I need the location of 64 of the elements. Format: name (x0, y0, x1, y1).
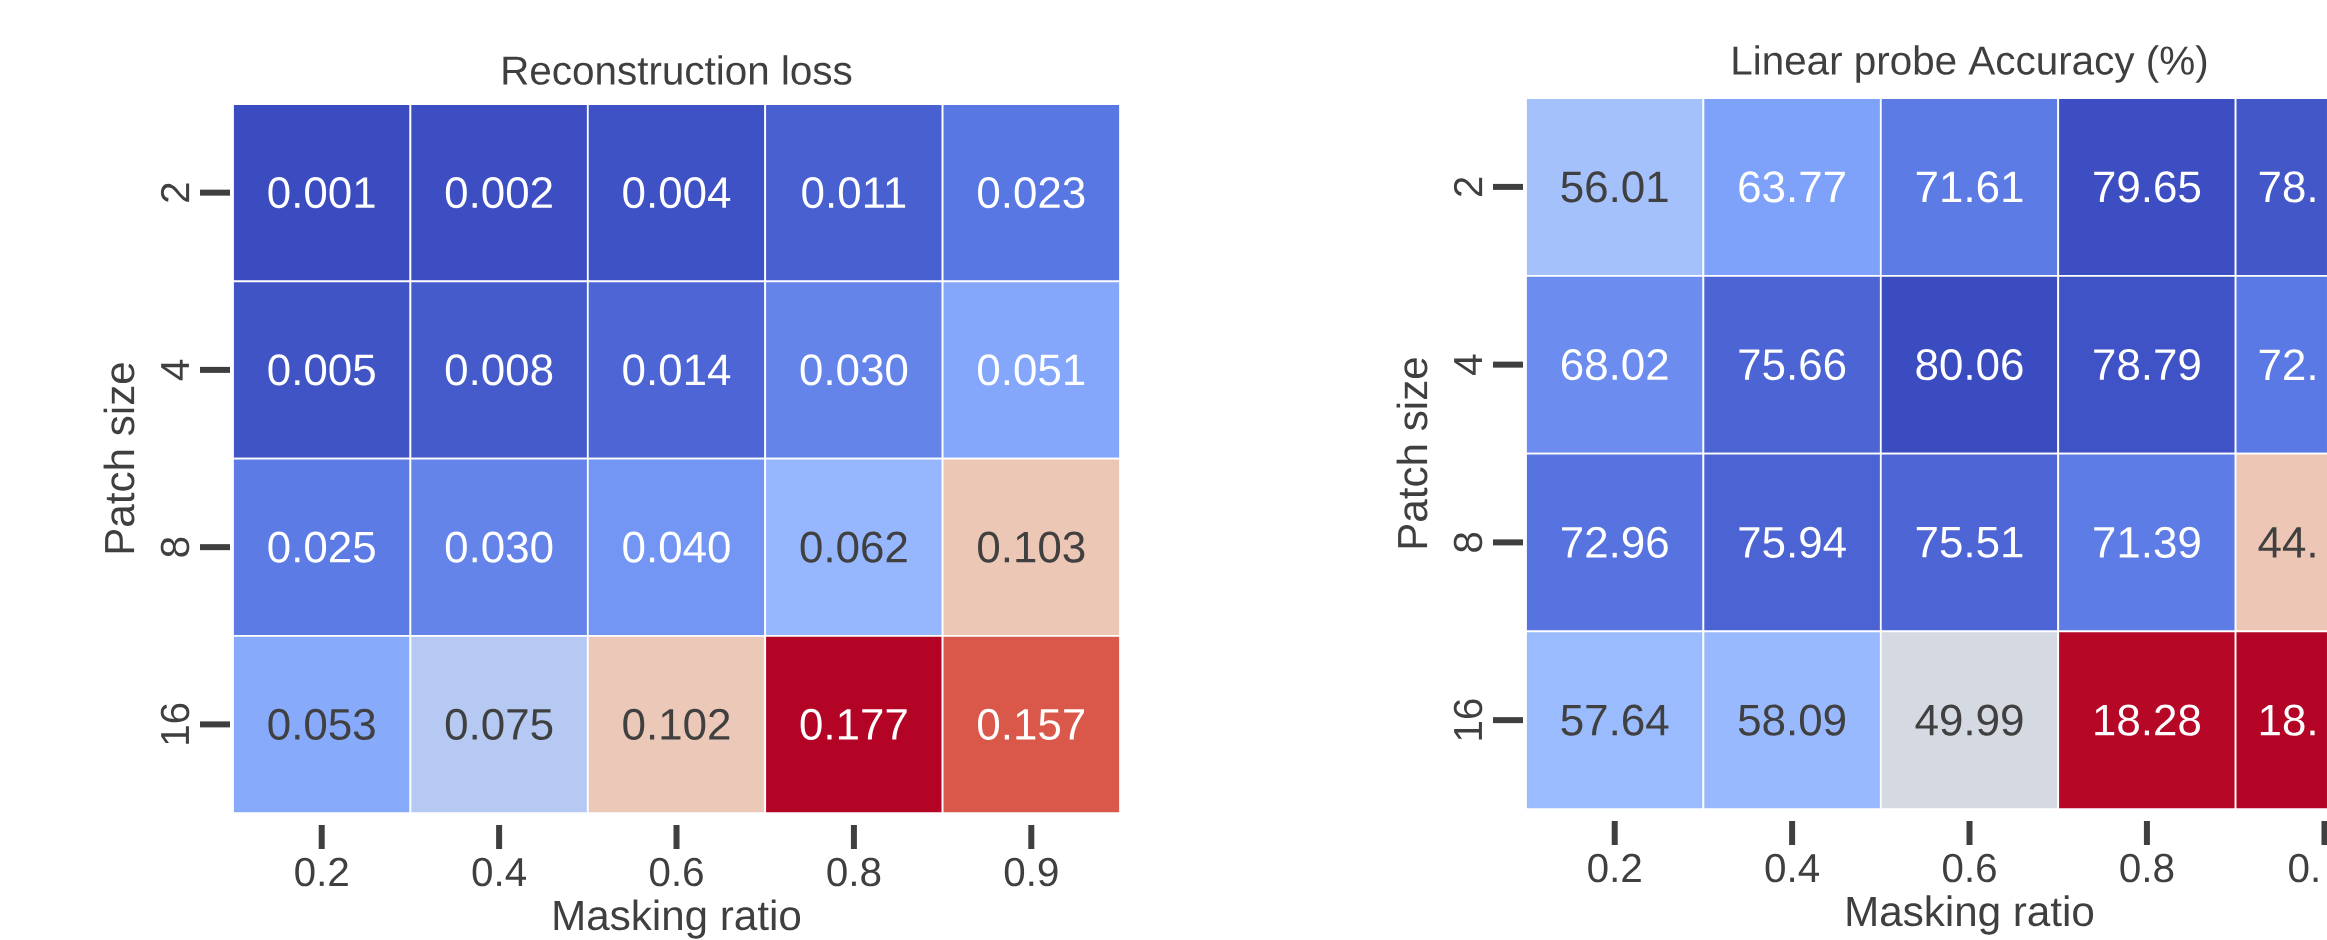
data-label: 63.77 (1739, 171, 1845, 203)
data-label: 0.030 (800, 354, 908, 386)
x-tick-label: 0.8 (827, 857, 881, 887)
data-label: 72.96 (1562, 526, 1668, 558)
chart-title: Reconstruction loss (503, 55, 852, 85)
y-tick-label: 2 (1453, 177, 1483, 197)
data-label: 75.94 (1739, 526, 1846, 558)
y-tick-label: 16 (160, 703, 190, 744)
data-label: 0.004 (623, 177, 731, 209)
y-tick-label: 4 (161, 359, 189, 381)
data-label: 56.01 (1561, 171, 1668, 203)
x-axis-title: Masking ratio (1847, 895, 2094, 935)
data-label: 57.64 (1561, 704, 1669, 736)
data-label: 0.025 (268, 531, 375, 563)
data-label: 0.075 (445, 708, 553, 740)
y-tick-label: 8 (1453, 532, 1483, 552)
y-tick-label: 8 (160, 537, 190, 557)
x-tick-label: 0.6 (1943, 853, 1996, 883)
x-axis-title: Masking ratio (554, 899, 801, 939)
data-label: 0.001 (268, 177, 375, 209)
data-label: 0.177 (800, 708, 907, 740)
x-tick-label: 0.6 (650, 857, 703, 887)
x-tick-label: 0.2 (1588, 853, 1641, 883)
y-tick-label: 4 (1454, 354, 1482, 375)
chart-title: Linear probe Accuracy (%) (1733, 45, 2207, 83)
data-label: 78.79 (2094, 349, 2200, 381)
data-label: 68.02 (1561, 349, 1668, 381)
data-label: 0.157 (978, 708, 1085, 740)
data-label: 78. (2259, 171, 2315, 203)
data-label: 0.011 (802, 177, 906, 209)
data-label: 72. (2259, 349, 2315, 380)
x-tick-label: 0.8 (2120, 853, 2174, 883)
data-label: 75.51 (1916, 527, 2023, 558)
data-label: 79.65 (2094, 171, 2201, 203)
x-tick-label: 0.4 (1765, 853, 1819, 883)
x-tick-label: 0. (2289, 853, 2318, 883)
data-label: 71.61 (1916, 171, 2023, 203)
data-label: 0.102 (623, 708, 730, 740)
data-label: 44. (2258, 527, 2315, 558)
data-label: 75.66 (1739, 349, 1846, 381)
data-label: 0.053 (268, 708, 375, 740)
data-label: 0.040 (623, 531, 730, 563)
data-label: 0.023 (978, 177, 1085, 209)
data-label: 0.051 (978, 354, 1085, 386)
y-tick-label: 2 (160, 183, 190, 202)
data-label: 0.008 (445, 354, 553, 386)
x-tick-label: 0.9 (1004, 857, 1058, 887)
y-axis-title: Patch size (1396, 358, 1428, 548)
y-axis-title: Patch size (103, 363, 135, 553)
data-label: 0.030 (445, 531, 553, 563)
data-label: 0.062 (800, 531, 907, 563)
data-label: 0.103 (978, 531, 1085, 563)
x-tick-label: 0.4 (472, 857, 526, 887)
data-label: 80.06 (1916, 349, 2023, 381)
y-tick-label: 16 (1453, 699, 1483, 740)
data-label: 18.28 (2095, 704, 2200, 736)
data-label: 18. (2260, 704, 2315, 736)
data-label: 58.09 (1738, 704, 1846, 736)
data-label: 71.39 (2094, 526, 2200, 558)
data-label: 0.014 (623, 354, 731, 386)
data-label: 0.002 (445, 177, 552, 209)
x-tick-label: 0.2 (295, 857, 348, 887)
data-label: 0.005 (268, 354, 375, 386)
data-label: 49.99 (1915, 704, 2023, 736)
